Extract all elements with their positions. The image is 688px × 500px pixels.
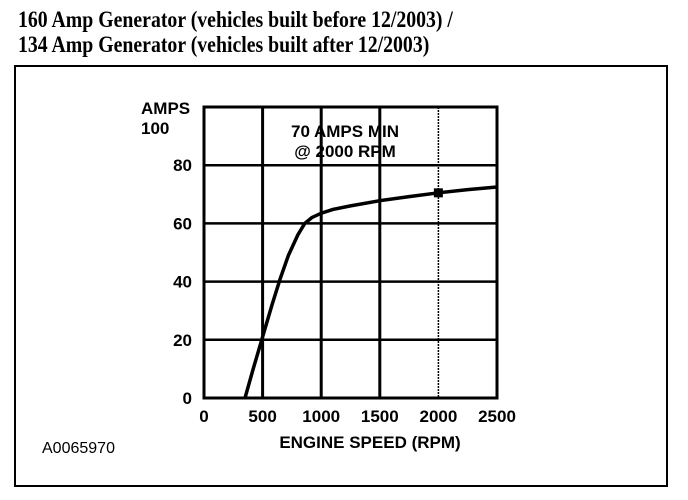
annotation-line-1: 70 AMPS MIN — [291, 122, 399, 141]
figure-frame — [14, 65, 668, 487]
x-tick-label: 2500 — [478, 407, 516, 426]
x-axis-label: ENGINE SPEED (RPM) — [279, 433, 460, 452]
y-axis-label: AMPS — [141, 99, 190, 118]
annotation-line-2: @ 2000 RPM — [294, 142, 396, 161]
series-line — [243, 185, 498, 399]
y-tick-label: 20 — [173, 331, 192, 350]
plot-area-border — [202, 105, 499, 400]
x-tick-label: 1000 — [302, 407, 340, 426]
x-tick-label: 2000 — [419, 407, 457, 426]
y-tick-label: 80 — [173, 156, 192, 175]
x-tick-label: 0 — [199, 407, 208, 426]
chart-title-line-2: 134 Amp Generator (vehicles built after … — [18, 32, 430, 57]
x-tick-label: 1500 — [361, 407, 399, 426]
y-tick-label: 0 — [183, 389, 192, 408]
figure-id: A0065970 — [42, 440, 115, 457]
chart-title-line-1: 160 Amp Generator (vehicles built before… — [18, 7, 453, 32]
x-tick-label: 500 — [248, 407, 276, 426]
y-tick-label: 40 — [173, 273, 192, 292]
y-tick-label: 60 — [173, 214, 192, 233]
spec-point-marker — [433, 188, 443, 198]
y-tick-label: 100 — [141, 119, 169, 138]
